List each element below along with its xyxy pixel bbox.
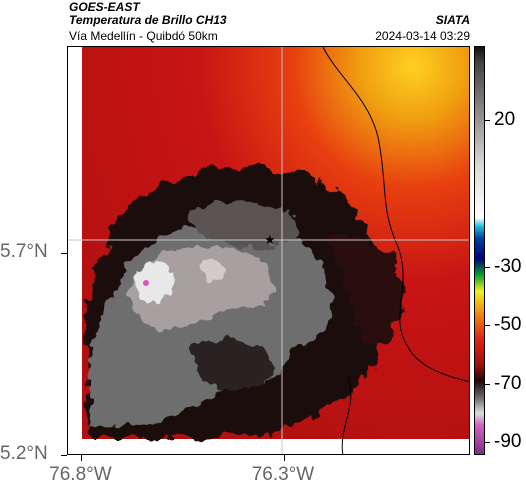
lat-tick [61, 252, 67, 254]
colorbar-tick [485, 120, 490, 122]
colorbar-tick-label: -70 [494, 372, 522, 394]
colorbar-tick-label: -50 [494, 314, 522, 336]
lat-tick-label: 5.7°N [0, 240, 48, 262]
gray-cloud-north [188, 201, 298, 248]
dark-cloud-hole [188, 338, 273, 391]
lon-tick [81, 455, 83, 461]
lon-tick-label: 76.3°W [251, 464, 315, 485]
lat-tick [61, 455, 67, 456]
colorbar-tick [485, 325, 490, 327]
organization-label: SIATA [435, 13, 470, 27]
cold-cloud-core [134, 261, 173, 304]
border-line-south [341, 376, 352, 454]
location-marker: ★ [264, 233, 276, 248]
dark-cloud-east-lobe [328, 236, 404, 347]
satellite-title: GOES-EAST [69, 0, 140, 14]
product-title: Temperatura de Brillo CH13 [69, 13, 227, 27]
lat-tick-label: 5.2°N [0, 443, 48, 464]
location-label: Vía Medellín - Quibdó 50km [69, 29, 218, 43]
timestamp-label: 2024-03-14 03:29 [375, 29, 470, 43]
map-panel[interactable]: ★ [67, 46, 470, 455]
colorbar-tick-label: -90 [494, 431, 522, 453]
magenta-coldest-spot [143, 280, 149, 286]
brightness-temperature-map: ★ [68, 47, 469, 454]
colorbar-tick-label: -30 [494, 255, 522, 277]
border-line-east [322, 47, 469, 383]
colorbar-tick [485, 266, 490, 268]
colorbar-tick-label: 20 [494, 109, 516, 131]
colorbar-tick [485, 442, 490, 444]
colorbar-gradient [475, 47, 484, 454]
lon-tick [283, 455, 285, 461]
colorbar-tick [485, 383, 490, 385]
light-cloud-spot-east [198, 259, 227, 281]
colorbar [474, 46, 485, 455]
lon-tick-label: 76.8°W [49, 464, 112, 485]
